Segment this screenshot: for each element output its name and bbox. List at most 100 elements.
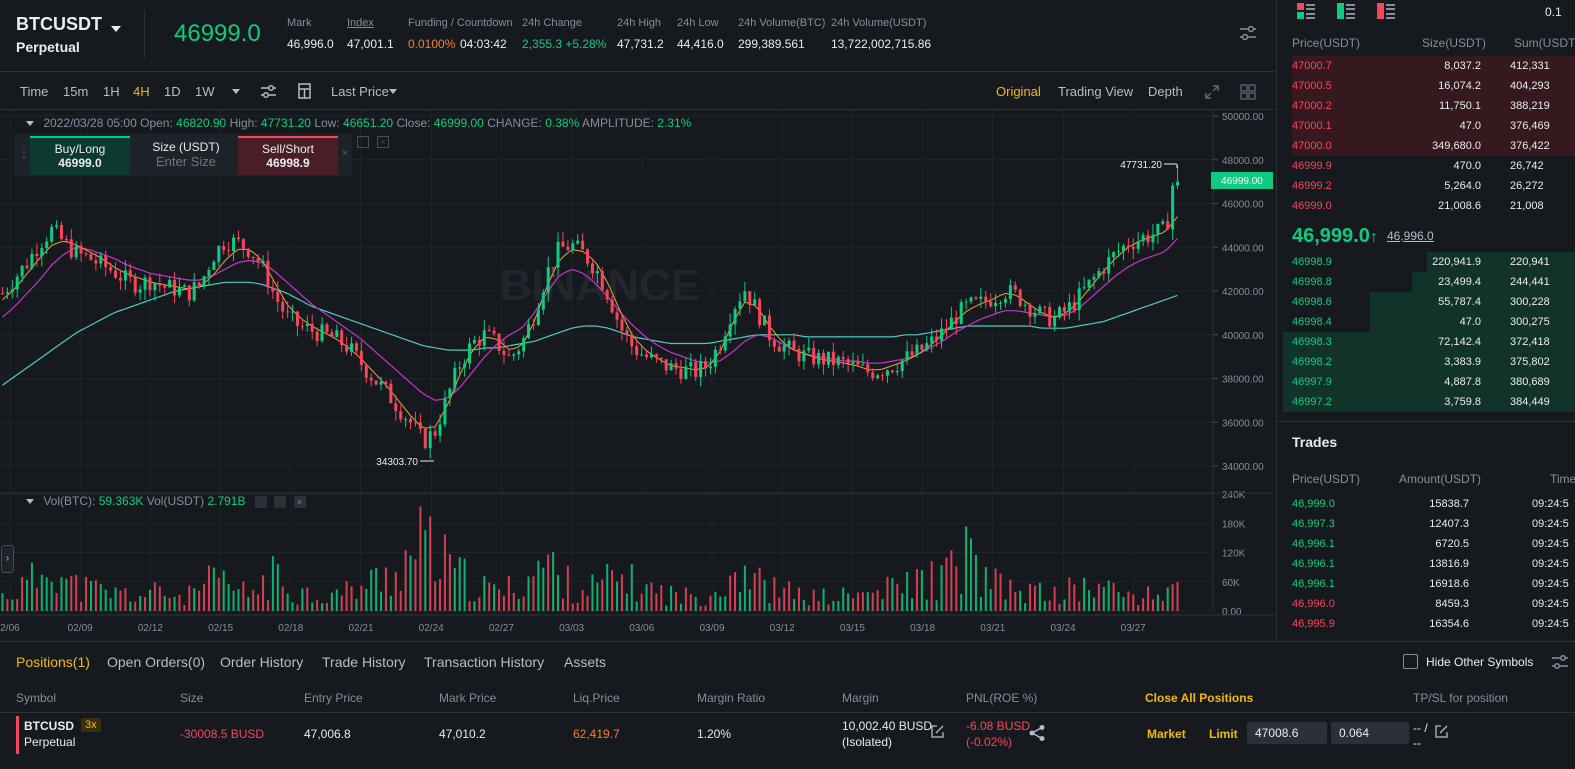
tab-assets[interactable]: Assets bbox=[564, 654, 607, 670]
orderbook-both-icon[interactable] bbox=[1297, 3, 1315, 19]
candle bbox=[251, 256, 255, 259]
candle bbox=[531, 324, 535, 326]
col-entry-price: Entry Price bbox=[304, 691, 363, 705]
close-icon[interactable]: × bbox=[377, 136, 389, 148]
ask-row[interactable]: 47000.2 11,750.1 388,219 bbox=[1277, 96, 1575, 116]
indicators-icon[interactable] bbox=[260, 84, 277, 99]
hide-other-checkbox[interactable] bbox=[1403, 654, 1418, 669]
collapse-icon[interactable] bbox=[26, 121, 34, 127]
sell-short-button[interactable]: Sell/Short 46998.9 bbox=[238, 136, 338, 175]
price-chart[interactable]: BINANCE 50000.0048000.0046000.0044000.00… bbox=[0, 110, 1275, 641]
bid-row[interactable]: 46998.8 23,499.4 244,441 bbox=[1277, 272, 1575, 292]
interval-15m[interactable]: 15m bbox=[63, 84, 89, 99]
grid-layout-icon[interactable] bbox=[1240, 84, 1256, 100]
date-axis-label: 03/06 bbox=[629, 623, 654, 634]
bid-row[interactable]: 46997.2 3,759.8 384,449 bbox=[1277, 392, 1575, 412]
volume-bar bbox=[576, 602, 579, 611]
chevron-down-icon[interactable] bbox=[232, 89, 240, 94]
bid-row[interactable]: 46998.9 220,941.9 220,941 bbox=[1277, 252, 1575, 272]
expand-panel-icon[interactable]: › bbox=[1, 545, 14, 573]
sliders-icon[interactable] bbox=[1551, 655, 1569, 669]
size-input[interactable] bbox=[146, 154, 226, 169]
ask-row[interactable]: 47000.0 349,680.0 376,422 bbox=[1277, 136, 1575, 156]
candle bbox=[118, 277, 122, 281]
bid-sum: 372,418 bbox=[1510, 336, 1550, 348]
ask-row[interactable]: 46999.0 21,008.6 21,008 bbox=[1277, 196, 1575, 216]
tab-trade-history[interactable]: Trade History bbox=[322, 654, 406, 670]
price-type-select[interactable]: Last Price bbox=[331, 84, 389, 99]
market-close-button[interactable]: Market bbox=[1147, 727, 1186, 741]
candle bbox=[104, 255, 108, 268]
orderbook-bids-icon[interactable] bbox=[1337, 3, 1355, 19]
depth-bar bbox=[1369, 292, 1575, 312]
limit-price-input[interactable] bbox=[1247, 722, 1327, 744]
candle bbox=[1082, 287, 1086, 289]
low-marker: 34303.70 bbox=[376, 457, 418, 468]
edit-icon[interactable] bbox=[1435, 725, 1448, 738]
buy-long-button[interactable]: Buy/Long 46999.0 bbox=[30, 136, 130, 175]
candle bbox=[10, 289, 14, 293]
view-tradingview[interactable]: Trading View bbox=[1058, 84, 1134, 99]
symbol-name[interactable]: BTCUSDT bbox=[16, 14, 102, 34]
volume-bar bbox=[611, 570, 614, 611]
ask-row[interactable]: 46999.2 5,264.0 26,272 bbox=[1277, 176, 1575, 196]
precision-select[interactable]: 0.1 bbox=[1545, 5, 1562, 19]
interval-time[interactable]: Time bbox=[20, 84, 49, 99]
interval-1h[interactable]: 1H bbox=[103, 84, 120, 99]
volume-bar bbox=[144, 597, 147, 611]
index-label[interactable]: Index bbox=[347, 17, 374, 29]
trade-amount: 8459.3 bbox=[1435, 598, 1469, 610]
settings-box-icon[interactable] bbox=[357, 136, 369, 148]
ask-row[interactable]: 47000.7 8,037.2 412,331 bbox=[1277, 56, 1575, 76]
close-icon[interactable]: × bbox=[293, 495, 306, 508]
tab-transaction-history[interactable]: Transaction History bbox=[424, 654, 545, 670]
volume-bar bbox=[276, 564, 279, 611]
collapse-icon[interactable] bbox=[26, 499, 34, 505]
tab-positions[interactable]: Positions(1) bbox=[16, 654, 90, 670]
vol-btc-value: 59.363K bbox=[98, 494, 144, 508]
ask-row[interactable]: 46999.9 470.0 26,742 bbox=[1277, 156, 1575, 176]
sliders-icon[interactable] bbox=[1239, 25, 1257, 41]
volume-bar bbox=[252, 590, 255, 611]
position-entry-price: 47,006.8 bbox=[304, 727, 351, 741]
edit-icon[interactable] bbox=[931, 725, 944, 738]
orderbook-mark-price[interactable]: 46,996.0 bbox=[1387, 229, 1434, 243]
bid-row[interactable]: 46998.3 72,142.4 372,418 bbox=[1277, 332, 1575, 352]
position-pnl: -6.08 BUSD bbox=[966, 719, 1031, 733]
chevron-down-icon[interactable] bbox=[389, 89, 397, 94]
volume-bar bbox=[1088, 590, 1091, 611]
ohlc-date: 2022/03/28 05:00 bbox=[43, 116, 137, 130]
interval-1w[interactable]: 1W bbox=[195, 84, 215, 99]
limit-qty-input[interactable] bbox=[1331, 722, 1409, 744]
ask-row[interactable]: 47000.5 16,074.2 404,293 bbox=[1277, 76, 1575, 96]
interval-4h[interactable]: 4H bbox=[133, 84, 150, 99]
tab-open-orders[interactable]: Open Orders(0) bbox=[107, 654, 206, 670]
close-all-positions-button[interactable]: Close All Positions bbox=[1145, 691, 1254, 705]
volume-axis-label: 0.00 bbox=[1222, 607, 1242, 618]
view-original[interactable]: Original bbox=[996, 84, 1041, 99]
bid-row[interactable]: 46998.6 55,787.4 300,228 bbox=[1277, 292, 1575, 312]
leverage-badge[interactable]: 3x bbox=[81, 718, 101, 732]
layout-icon[interactable] bbox=[298, 83, 311, 99]
bid-row[interactable]: 46998.2 3,383.9 375,802 bbox=[1277, 352, 1575, 372]
view-depth[interactable]: Depth bbox=[1148, 84, 1183, 99]
volume-bar bbox=[940, 565, 943, 611]
candle bbox=[522, 338, 526, 352]
candle bbox=[153, 283, 157, 291]
fullscreen-icon[interactable] bbox=[1204, 84, 1220, 100]
close-icon[interactable]: × bbox=[342, 148, 348, 159]
interval-1d[interactable]: 1D bbox=[164, 84, 181, 99]
volume-bar bbox=[616, 581, 619, 611]
orderbook-asks-icon[interactable] bbox=[1377, 3, 1395, 19]
candle bbox=[163, 285, 167, 288]
ask-row[interactable]: 47000.1 47.0 376,469 bbox=[1277, 116, 1575, 136]
tab-order-history[interactable]: Order History bbox=[220, 654, 304, 670]
bid-row[interactable]: 46998.4 47.0 300,275 bbox=[1277, 312, 1575, 332]
bid-row[interactable]: 46997.9 4,887.8 380,689 bbox=[1277, 372, 1575, 392]
chevron-down-icon[interactable] bbox=[111, 26, 121, 32]
share-icon[interactable] bbox=[1028, 724, 1046, 742]
limit-close-button[interactable]: Limit bbox=[1209, 727, 1238, 741]
position-symbol[interactable]: BTCUSD bbox=[24, 719, 74, 733]
gear-icon[interactable] bbox=[274, 495, 287, 508]
eye-icon[interactable] bbox=[254, 495, 267, 508]
